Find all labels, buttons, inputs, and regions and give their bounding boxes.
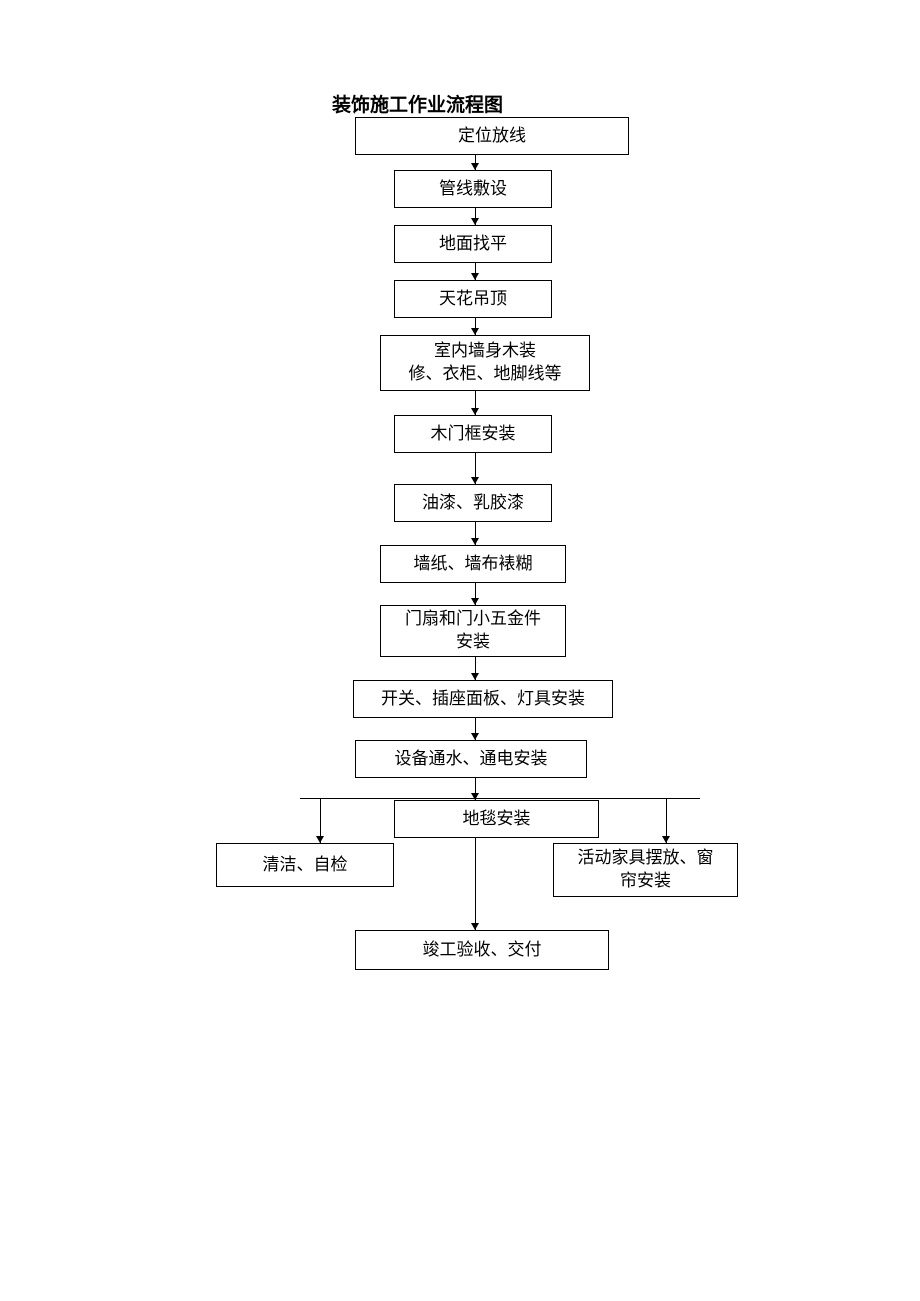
arrowhead-icon [471,923,479,930]
flowchart-page: 装饰施工作业流程图 定位放线管线敷设地面找平天花吊顶室内墙身木装修、衣柜、地脚线… [0,0,920,1301]
arrowhead-icon [471,163,479,170]
flowchart-node: 门扇和门小五金件安装 [380,605,566,657]
flowchart-node: 设备通水、通电安装 [355,740,587,778]
arrowhead-icon [471,408,479,415]
flowchart-node: 地毯安装 [394,800,599,838]
edge-horizontal [300,798,700,799]
flowchart-node: 活动家具摆放、窗帘安装 [553,843,738,897]
arrowhead-icon [471,538,479,545]
flowchart-node: 地面找平 [394,225,552,263]
flowchart-node: 竣工验收、交付 [355,930,609,970]
flowchart-node: 木门框安装 [394,415,552,453]
arrowhead-icon [471,598,479,605]
arrowhead-icon [471,218,479,225]
arrowhead-icon [662,836,670,843]
flowchart-node: 管线敷设 [394,170,552,208]
arrowhead-icon [471,328,479,335]
diagram-title: 装饰施工作业流程图 [332,90,503,117]
flowchart-node: 室内墙身木装修、衣柜、地脚线等 [380,335,590,391]
flowchart-node: 墙纸、墙布裱糊 [380,545,566,583]
flowchart-node: 开关、插座面板、灯具安装 [353,680,613,718]
flowchart-node: 天花吊顶 [394,280,552,318]
arrowhead-icon [471,733,479,740]
arrowhead-icon [316,836,324,843]
arrowhead-icon [471,273,479,280]
edge-vertical [475,838,476,930]
arrowhead-icon [471,673,479,680]
flowchart-node: 清洁、自检 [216,843,394,887]
flowchart-node: 定位放线 [355,117,629,155]
arrowhead-icon [471,477,479,484]
flowchart-node: 油漆、乳胶漆 [394,484,552,522]
